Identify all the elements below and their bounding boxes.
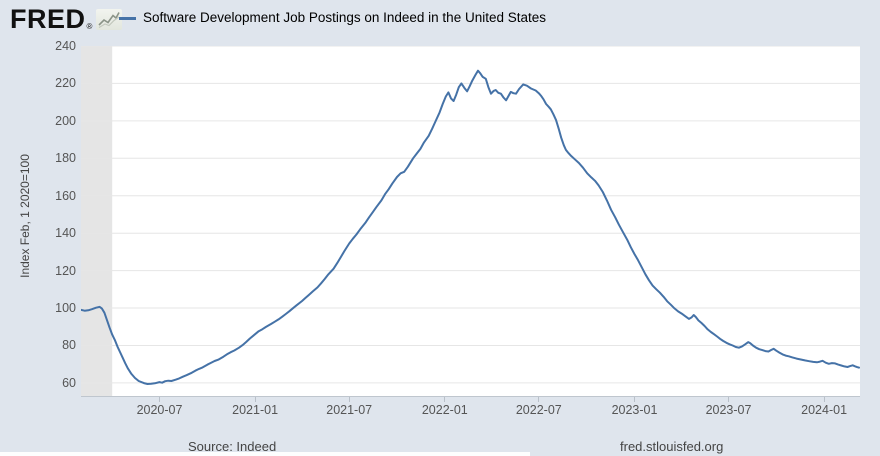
- chart-legend: Software Development Job Postings on Ind…: [119, 10, 546, 25]
- x-tick-label: 2021-01: [232, 403, 279, 417]
- x-tick-label: 2022-01: [421, 403, 468, 417]
- x-tick-label: 2022-07: [515, 403, 562, 417]
- x-tick-mark: [348, 397, 350, 402]
- x-tick-mark: [823, 397, 825, 402]
- y-tick-label: 180: [55, 151, 76, 166]
- legend-series-label: Software Development Job Postings on Ind…: [143, 10, 546, 25]
- y-tick-label: 200: [55, 113, 76, 128]
- y-tick-label: 60: [62, 375, 76, 390]
- x-tick-label: 2023-07: [705, 403, 752, 417]
- x-tick-mark: [634, 397, 635, 402]
- x-tick-label: 2023-01: [611, 403, 658, 417]
- registered-trademark-symbol: ®: [86, 22, 93, 31]
- x-tick-mark: [254, 397, 256, 402]
- y-tick-label: 220: [55, 76, 76, 91]
- fred-sparkline-icon: [96, 9, 123, 30]
- source-link[interactable]: Source: Indeed: [188, 439, 277, 454]
- x-tick-label: 2020-07: [136, 403, 183, 417]
- x-tick-mark: [159, 397, 160, 402]
- fred-logo-text: FRED: [10, 4, 86, 34]
- fred-site-link[interactable]: fred.stlouisfed.org: [620, 439, 724, 454]
- page-bottom-strip: [0, 452, 530, 456]
- chart-header: FRED ® Software Development Job Postings…: [0, 0, 880, 40]
- y-tick-label: 100: [55, 301, 76, 316]
- plot-area[interactable]: [81, 46, 860, 396]
- legend-line-swatch: [119, 16, 136, 20]
- y-tick-label: 240: [55, 39, 76, 53]
- y-tick-label: 120: [55, 263, 76, 278]
- x-tick-mark: [444, 397, 446, 402]
- y-tick-label: 80: [62, 338, 76, 353]
- x-tick-mark: [728, 397, 729, 402]
- x-tick-label: 2024-01: [801, 403, 848, 417]
- fred-logo-link[interactable]: FRED ®: [10, 4, 123, 34]
- series-line[interactable]: [81, 69, 860, 385]
- y-tick-label: 160: [55, 188, 76, 203]
- x-tick-mark: [538, 397, 540, 402]
- recession-band: [81, 46, 113, 396]
- y-tick-label: 140: [55, 226, 76, 241]
- plot-background: [81, 46, 860, 397]
- x-tick-label: 2021-07: [326, 403, 373, 417]
